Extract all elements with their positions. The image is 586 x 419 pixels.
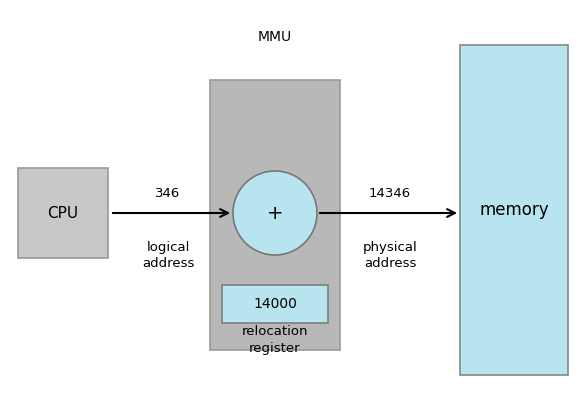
Text: memory: memory (479, 201, 549, 219)
Text: 14000: 14000 (253, 297, 297, 311)
Text: physical
address: physical address (363, 241, 417, 269)
Text: CPU: CPU (47, 205, 79, 220)
Text: logical
address: logical address (142, 241, 194, 269)
FancyBboxPatch shape (222, 285, 328, 323)
Text: MMU: MMU (258, 30, 292, 44)
Text: 346: 346 (155, 186, 180, 199)
Ellipse shape (233, 171, 317, 255)
Text: relocation
register: relocation register (242, 325, 308, 355)
FancyBboxPatch shape (210, 80, 340, 350)
FancyBboxPatch shape (460, 45, 568, 375)
FancyBboxPatch shape (18, 168, 108, 258)
Text: +: + (267, 204, 283, 222)
Text: 14346: 14346 (369, 186, 411, 199)
